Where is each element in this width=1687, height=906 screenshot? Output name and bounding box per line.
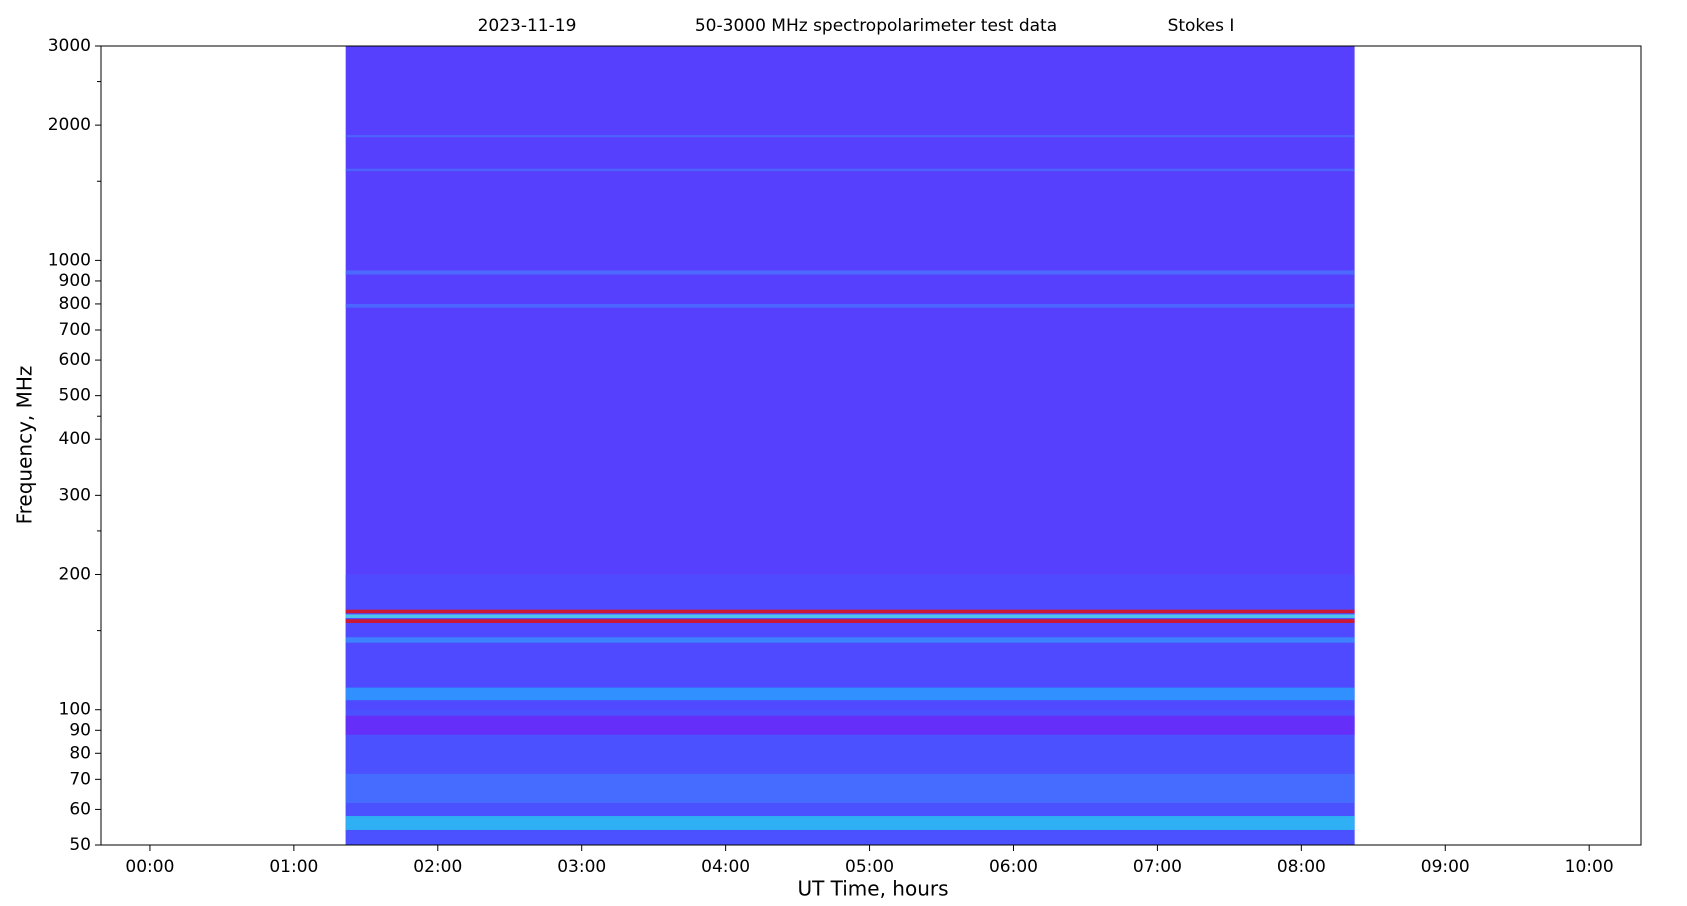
spectral-band <box>345 773 1355 804</box>
spectral-band <box>345 609 1355 614</box>
x-axis-label: UT Time, hours <box>797 877 948 901</box>
spectral-band <box>345 614 1355 619</box>
y-tick-label: 800 <box>59 294 91 314</box>
y-tick-label: 500 <box>59 386 91 406</box>
spectral-band <box>345 303 1355 308</box>
y-tick-label: 50 <box>69 835 91 855</box>
x-tick-label: 08:00 <box>1277 857 1326 877</box>
x-tick-label: 01:00 <box>269 857 318 877</box>
x-tick-label: 03:00 <box>557 857 606 877</box>
y-tick-label: 900 <box>59 271 91 291</box>
x-tick-label: 09:00 <box>1421 857 1470 877</box>
x-tick-label: 10:00 <box>1565 857 1614 877</box>
y-tick-label: 2000 <box>48 115 91 135</box>
x-tick-label: 04:00 <box>701 857 750 877</box>
x-tick-label: 02:00 <box>413 857 462 877</box>
y-tick-label: 80 <box>69 743 91 763</box>
spectral-band <box>345 619 1355 623</box>
spectral-band <box>345 270 1355 275</box>
spectral-band <box>345 687 1355 701</box>
y-axis-label: Frequency, MHz <box>13 366 37 525</box>
chart-title-stokes: Stokes I <box>1168 16 1235 36</box>
y-tick-label: 300 <box>59 485 91 505</box>
spectral-band <box>345 135 1355 138</box>
y-tick-label: 700 <box>59 320 91 340</box>
y-tick-label: 100 <box>59 700 91 720</box>
y-tick-label: 200 <box>59 564 91 584</box>
spectral-band <box>345 715 1355 735</box>
y-tick-label: 1000 <box>48 250 91 270</box>
y-tick-label: 600 <box>59 350 91 370</box>
plot-frame <box>100 45 1642 846</box>
spectral-band <box>345 816 1355 830</box>
chart-title: 50-3000 MHz spectropolarimeter test data <box>695 16 1057 36</box>
x-tick-label: 00:00 <box>125 857 174 877</box>
x-tick-label: 05:00 <box>845 857 894 877</box>
spectral-band <box>345 637 1355 643</box>
x-tick-label: 06:00 <box>989 857 1038 877</box>
chart-title-date: 2023-11-19 <box>478 16 577 36</box>
y-tick-label: 70 <box>69 769 91 789</box>
y-tick-label: 3000 <box>48 36 91 56</box>
y-tick-label: 90 <box>69 720 91 740</box>
spectral-band <box>345 168 1355 172</box>
y-tick-label: 60 <box>69 799 91 819</box>
x-tick-label: 07:00 <box>1133 857 1182 877</box>
y-tick-label: 400 <box>59 429 91 449</box>
